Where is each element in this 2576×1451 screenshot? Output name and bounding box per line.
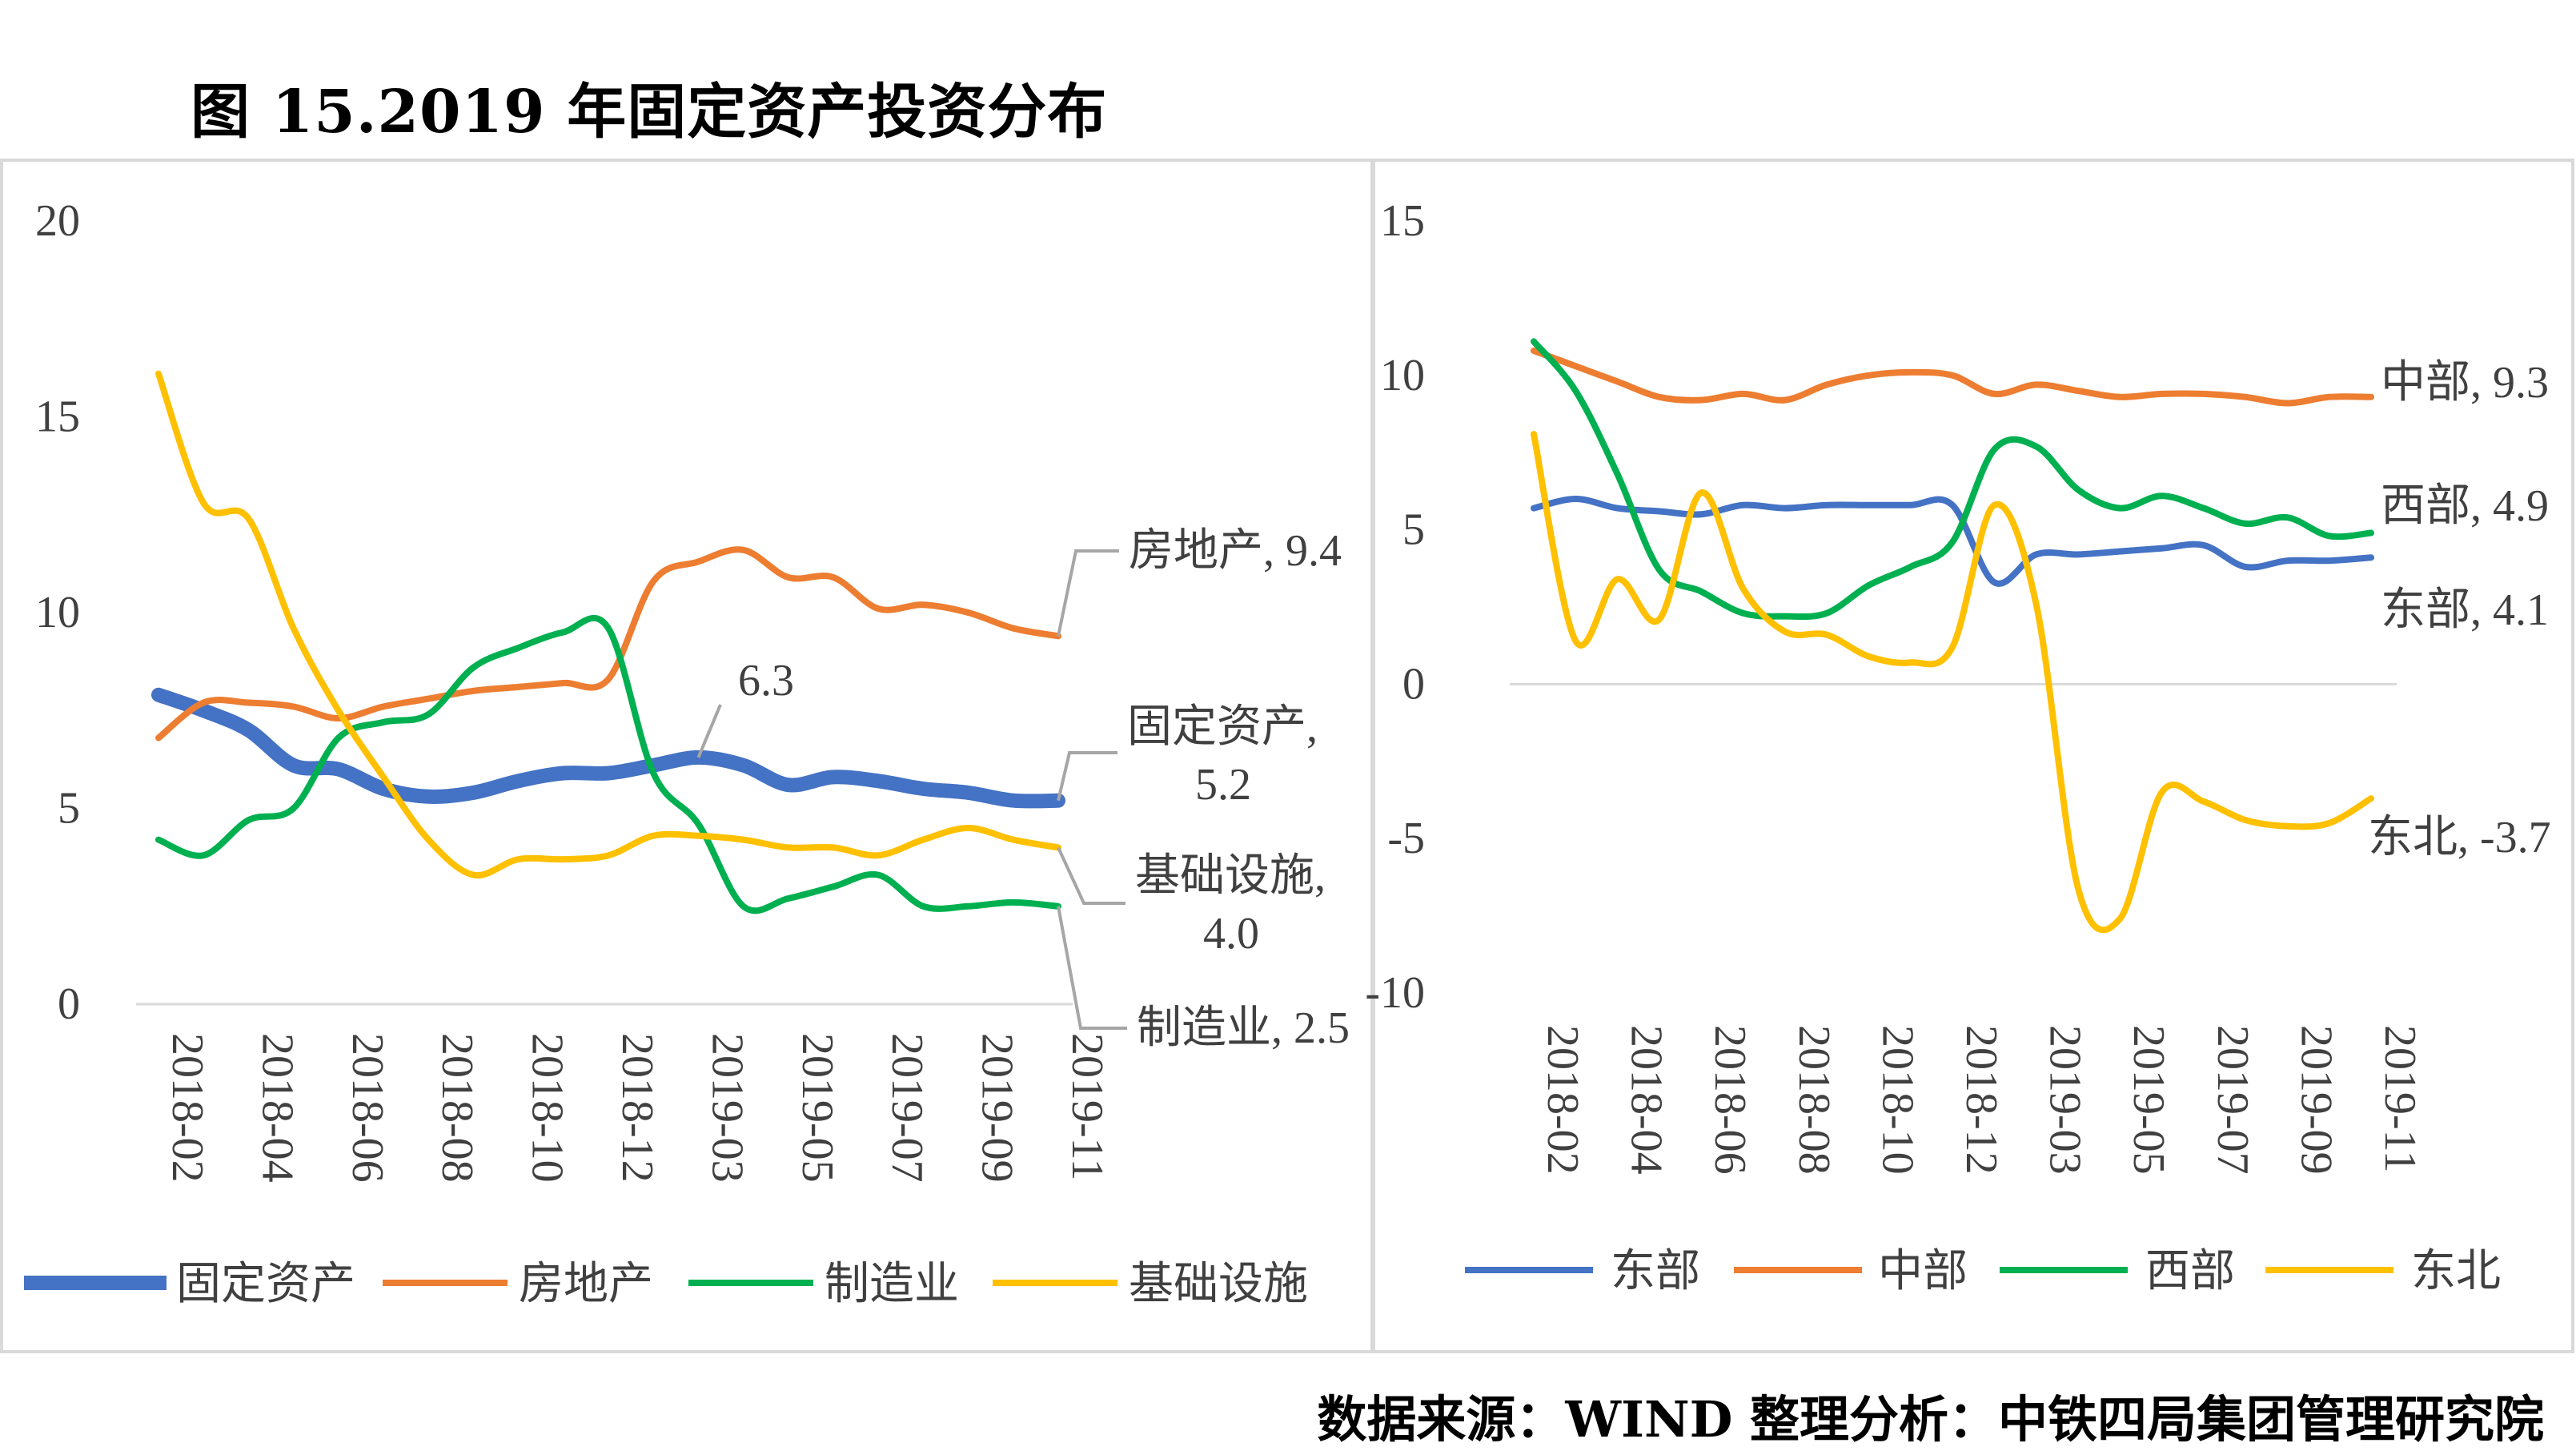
y-tick-label: 20 [35, 196, 80, 246]
right-chart: -10 -5 0 5 10 15 2018-02 2018-04 2018-06 2018-08 2… [1365, 196, 2550, 1296]
data-label: 固定资产, [1127, 702, 1318, 752]
x-tick-label: 2018-10 [1872, 1025, 1922, 1175]
legend-label-1: 房地产 [519, 1260, 653, 1309]
y-tick-label: 15 [1380, 196, 1425, 246]
y-tick-label: 10 [1380, 351, 1425, 400]
legend-label-0: 东部 [1611, 1247, 1700, 1296]
data-label-value: 4.0 [1203, 909, 1259, 959]
data-label: 西部, 4.9 [2381, 481, 2549, 531]
data-label-value: 5.2 [1195, 760, 1251, 810]
x-tick-label: 2018-08 [432, 1033, 482, 1183]
series-line-1 [1531, 348, 2374, 407]
data-label: 房地产, 9.4 [1129, 526, 1342, 576]
y-tick-label: -10 [1365, 968, 1425, 1018]
x-tick-label: 2018-04 [1622, 1025, 1671, 1175]
legend-label-2: 西部 [2145, 1247, 2235, 1296]
data-label: 东北, -3.7 [2368, 813, 2551, 862]
callout-leader [1057, 751, 1117, 802]
x-tick-label: 2019-03 [2040, 1025, 2090, 1175]
x-tick-label: 2018-02 [1538, 1025, 1587, 1175]
x-tick-label: 2019-05 [2124, 1025, 2173, 1175]
data-label: 制造业, 2.5 [1137, 1003, 1350, 1053]
page-title: 图 15.2019 年固定资产投资分布 [191, 78, 1108, 147]
series-line-3 [155, 370, 1061, 879]
callout-leader [1057, 549, 1119, 637]
x-tick-label: 2018-02 [163, 1033, 212, 1183]
series-line-1 [155, 546, 1061, 742]
data-label: 基础设施, [1135, 851, 1326, 901]
x-tick-label: 2019-09 [2291, 1025, 2341, 1175]
x-tick-label: 2019-11 [1062, 1033, 1112, 1181]
x-tick-label: 2019-09 [973, 1033, 1022, 1183]
y-tick-label: 0 [1402, 659, 1425, 709]
callout-leader [1057, 846, 1125, 905]
y-tick-label: 0 [58, 979, 80, 1029]
x-tick-label: 2019-11 [2375, 1025, 2425, 1173]
x-tick-label: 2019-03 [702, 1033, 752, 1183]
peak-leader [696, 704, 722, 758]
series-line-0 [151, 687, 1065, 809]
x-tick-label: 2018-12 [1956, 1025, 2006, 1175]
series-line-2 [1531, 338, 2374, 621]
callout-leader [1057, 906, 1127, 1030]
x-tick-label: 2019-05 [792, 1033, 842, 1183]
x-tick-label: 2019-07 [2208, 1025, 2257, 1175]
legend-label-2: 制造业 [825, 1260, 959, 1309]
x-tick-label: 2018-10 [523, 1033, 572, 1183]
left-chart: 0 5 10 15 20 2018-02 2018-04 2018-06 2018-08 2018… [24, 196, 1350, 1309]
y-tick-label: 5 [1402, 505, 1425, 555]
x-tick-label: 2018-06 [1705, 1025, 1755, 1175]
x-tick-label: 2018-04 [252, 1033, 302, 1183]
series-line-0 [1531, 496, 2374, 587]
legend-label-1: 中部 [1878, 1247, 1968, 1296]
x-tick-label: 2019-07 [882, 1033, 932, 1183]
peak-data-label: 6.3 [738, 656, 794, 705]
y-tick-label: 10 [35, 588, 80, 637]
data-label: 中部, 9.3 [2381, 358, 2549, 408]
legend-label-0: 固定资产 [176, 1260, 355, 1309]
legend-label-3: 东北 [2411, 1247, 2501, 1296]
x-tick-label: 2018-12 [612, 1033, 662, 1183]
series-line-3 [1531, 431, 2374, 934]
data-label: 东部, 4.1 [2381, 585, 2549, 635]
legend-label-3: 基础设施 [1129, 1260, 1308, 1309]
x-tick-label: 2018-06 [343, 1033, 392, 1183]
y-tick-label: 15 [35, 392, 80, 442]
series-line-2 [155, 614, 1061, 914]
x-tick-label: 2018-08 [1789, 1025, 1839, 1175]
source-note: 数据来源：WIND 整理分析：中铁四局集团管理研究院 [1317, 1390, 2544, 1449]
y-tick-label: -5 [1387, 814, 1425, 863]
y-tick-label: 5 [58, 784, 80, 834]
right-chart-border [1372, 159, 2574, 1353]
